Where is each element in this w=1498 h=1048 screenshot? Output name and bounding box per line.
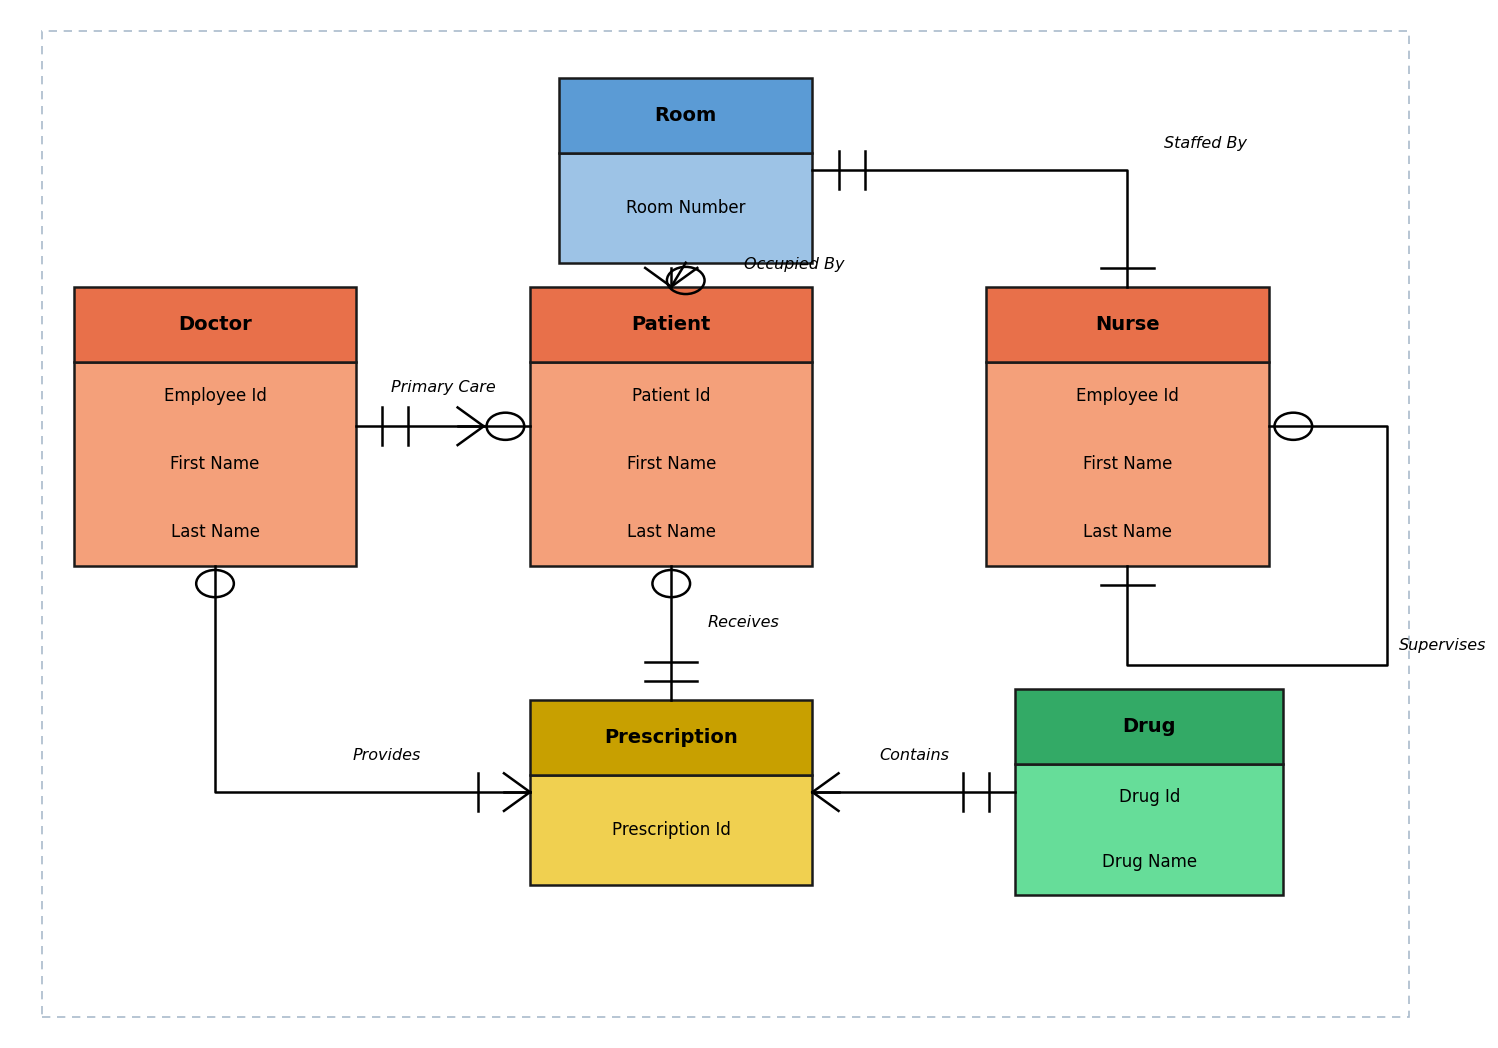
Bar bbox=[530, 362, 812, 566]
Text: Drug: Drug bbox=[1122, 717, 1176, 737]
Text: Employee Id: Employee Id bbox=[1076, 387, 1179, 405]
Text: Last Name: Last Name bbox=[171, 523, 259, 541]
Text: Primary Care: Primary Care bbox=[391, 380, 496, 395]
Bar bbox=[1016, 690, 1284, 764]
Bar bbox=[73, 362, 357, 566]
Bar bbox=[73, 287, 357, 362]
Text: Receives: Receives bbox=[707, 615, 779, 630]
Text: Staffed By: Staffed By bbox=[1164, 136, 1246, 151]
Text: Room Number: Room Number bbox=[626, 199, 746, 217]
Text: Provides: Provides bbox=[354, 748, 421, 763]
Text: Doctor: Doctor bbox=[178, 314, 252, 334]
Text: Supervises: Supervises bbox=[1399, 637, 1486, 653]
Text: Patient: Patient bbox=[632, 314, 712, 334]
Text: Room: Room bbox=[655, 106, 718, 125]
Text: Last Name: Last Name bbox=[626, 523, 716, 541]
Text: First Name: First Name bbox=[626, 455, 716, 473]
Text: Occupied By: Occupied By bbox=[743, 257, 845, 271]
Text: Prescription: Prescription bbox=[604, 727, 739, 747]
Text: Drug Name: Drug Name bbox=[1101, 853, 1197, 871]
Text: Nurse: Nurse bbox=[1095, 314, 1159, 334]
Text: Prescription Id: Prescription Id bbox=[611, 821, 731, 838]
Bar bbox=[559, 153, 812, 263]
Text: Employee Id: Employee Id bbox=[163, 387, 267, 405]
Text: First Name: First Name bbox=[1083, 455, 1171, 473]
Bar bbox=[530, 774, 812, 885]
Bar bbox=[986, 287, 1269, 362]
Text: Patient Id: Patient Id bbox=[632, 387, 710, 405]
Bar bbox=[986, 362, 1269, 566]
Text: Drug Id: Drug Id bbox=[1119, 788, 1180, 806]
Text: First Name: First Name bbox=[171, 455, 259, 473]
Bar bbox=[559, 78, 812, 153]
Bar bbox=[530, 287, 812, 362]
Text: Contains: Contains bbox=[879, 748, 948, 763]
Bar bbox=[1016, 764, 1284, 895]
Bar bbox=[530, 700, 812, 774]
Text: Last Name: Last Name bbox=[1083, 523, 1171, 541]
